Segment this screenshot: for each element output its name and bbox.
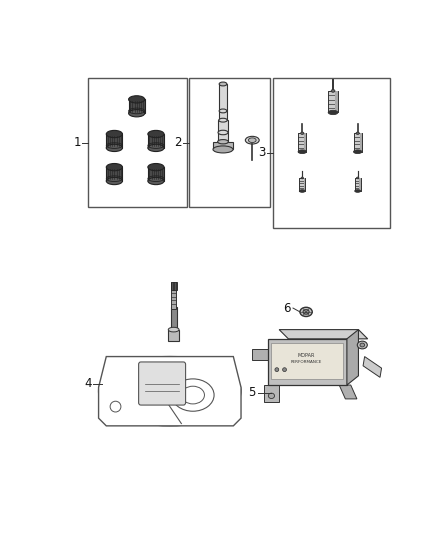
Bar [355, 178, 360, 191]
Ellipse shape [353, 150, 362, 154]
Bar [328, 91, 338, 112]
Ellipse shape [331, 90, 335, 92]
Bar [171, 287, 176, 309]
Polygon shape [272, 343, 343, 379]
Ellipse shape [283, 368, 286, 372]
Text: 6: 6 [283, 302, 290, 314]
Ellipse shape [355, 190, 360, 192]
Ellipse shape [218, 140, 228, 144]
Text: 4: 4 [84, 377, 92, 390]
Ellipse shape [148, 177, 164, 184]
Ellipse shape [298, 150, 307, 154]
Ellipse shape [148, 164, 164, 171]
Text: 2: 2 [174, 136, 182, 149]
Ellipse shape [219, 118, 227, 122]
Bar [219, 111, 227, 120]
Bar [148, 134, 164, 148]
Ellipse shape [219, 82, 227, 86]
Bar [170, 306, 177, 334]
Text: MOPAR: MOPAR [297, 352, 315, 358]
Bar [106, 134, 123, 148]
Bar [218, 120, 228, 133]
Ellipse shape [219, 109, 227, 113]
Text: 1: 1 [74, 136, 81, 149]
Bar [359, 178, 360, 191]
Ellipse shape [218, 130, 228, 135]
Bar [304, 178, 305, 191]
Bar [129, 99, 145, 113]
Polygon shape [252, 349, 268, 360]
Ellipse shape [301, 177, 304, 179]
Bar [148, 167, 164, 181]
Ellipse shape [248, 138, 256, 142]
FancyBboxPatch shape [138, 362, 186, 405]
Ellipse shape [328, 110, 338, 115]
Bar [335, 91, 338, 112]
Ellipse shape [148, 131, 164, 138]
Ellipse shape [213, 146, 233, 153]
Polygon shape [99, 357, 241, 426]
Ellipse shape [299, 190, 305, 192]
Bar [273, 78, 390, 228]
Polygon shape [339, 385, 357, 399]
Text: 3: 3 [258, 147, 266, 159]
Bar [88, 78, 187, 207]
Ellipse shape [268, 393, 275, 399]
Bar [168, 329, 179, 341]
Ellipse shape [245, 136, 259, 144]
Ellipse shape [356, 132, 359, 134]
Ellipse shape [99, 357, 241, 426]
Ellipse shape [357, 177, 359, 179]
Polygon shape [363, 357, 381, 377]
Bar [213, 142, 233, 149]
Ellipse shape [303, 310, 309, 314]
Ellipse shape [360, 343, 364, 347]
Ellipse shape [106, 164, 123, 171]
Bar [360, 133, 362, 152]
Ellipse shape [357, 341, 367, 349]
Ellipse shape [300, 308, 312, 317]
Text: 5: 5 [248, 386, 256, 399]
Ellipse shape [106, 177, 123, 184]
Ellipse shape [148, 144, 164, 151]
Bar [299, 178, 305, 191]
Bar [298, 133, 307, 152]
Bar [218, 133, 228, 142]
Text: PERFORMANCE: PERFORMANCE [290, 360, 322, 365]
Bar [170, 282, 177, 289]
Bar [189, 78, 270, 207]
Polygon shape [279, 329, 367, 339]
Bar [219, 84, 227, 111]
Ellipse shape [106, 131, 123, 138]
Ellipse shape [129, 110, 145, 117]
Ellipse shape [129, 96, 145, 103]
Bar [353, 133, 362, 152]
Ellipse shape [300, 132, 304, 134]
Ellipse shape [275, 368, 279, 372]
Ellipse shape [168, 327, 179, 332]
Bar [106, 167, 123, 181]
Bar [110, 391, 230, 422]
Bar [264, 385, 279, 402]
Ellipse shape [106, 144, 123, 151]
Bar [304, 133, 307, 152]
Polygon shape [268, 339, 347, 385]
Polygon shape [347, 329, 358, 385]
